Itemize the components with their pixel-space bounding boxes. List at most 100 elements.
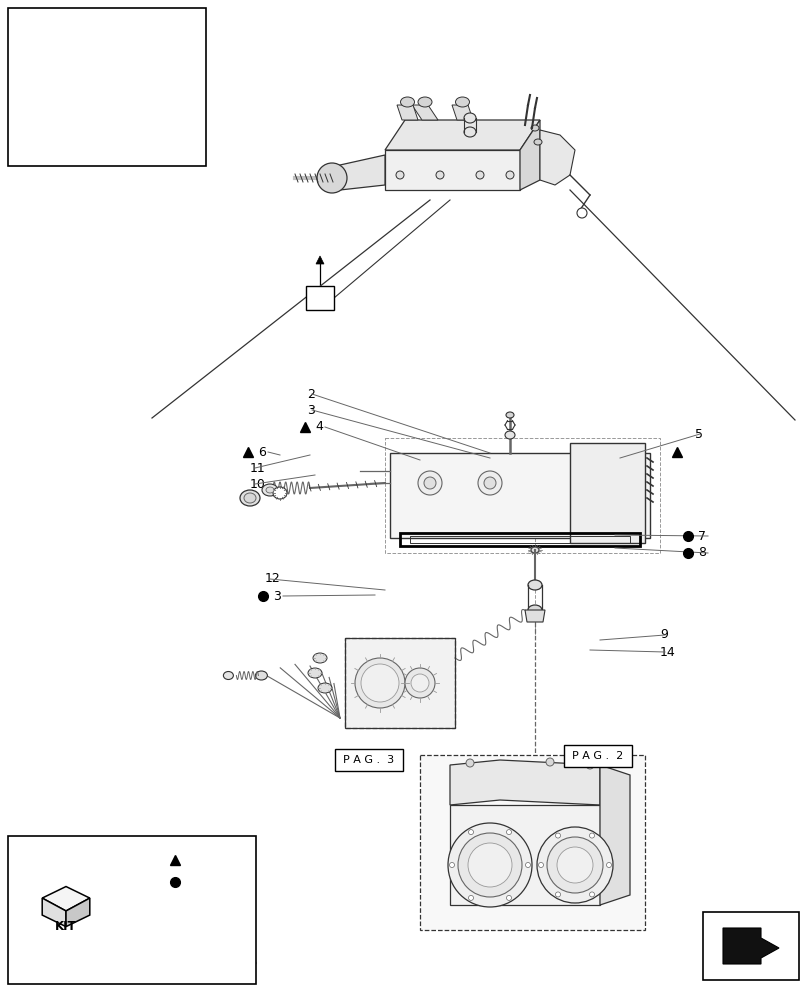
Circle shape: [545, 758, 553, 766]
Text: 4: 4: [315, 420, 323, 434]
Circle shape: [448, 823, 531, 907]
Text: 9: 9: [659, 629, 667, 642]
Ellipse shape: [318, 683, 332, 693]
Bar: [419, 755, 644, 930]
Text: 3: 3: [272, 589, 281, 602]
Polygon shape: [70, 25, 165, 135]
Ellipse shape: [400, 97, 414, 107]
Text: 2: 2: [307, 387, 315, 400]
Text: 5: 5: [694, 428, 702, 440]
Bar: [8, 836, 255, 984]
Ellipse shape: [534, 139, 541, 145]
Text: P A G .  3: P A G . 3: [343, 755, 394, 765]
Polygon shape: [315, 256, 324, 264]
Ellipse shape: [223, 672, 233, 680]
Circle shape: [467, 843, 512, 887]
Polygon shape: [389, 453, 649, 538]
Circle shape: [405, 668, 435, 698]
Polygon shape: [525, 610, 544, 622]
Ellipse shape: [530, 547, 539, 553]
Circle shape: [396, 171, 404, 179]
Text: =   6: = 6: [185, 854, 217, 866]
Circle shape: [457, 833, 521, 897]
Ellipse shape: [455, 97, 469, 107]
Circle shape: [506, 830, 511, 835]
Bar: [702, 912, 798, 980]
Polygon shape: [397, 105, 418, 120]
Ellipse shape: [255, 671, 267, 680]
Ellipse shape: [463, 113, 475, 123]
Ellipse shape: [312, 653, 327, 663]
Circle shape: [475, 171, 483, 179]
Ellipse shape: [240, 490, 260, 506]
Text: SEE ALSO: SEE ALSO: [169, 936, 242, 950]
Ellipse shape: [418, 97, 431, 107]
Ellipse shape: [527, 605, 541, 615]
Polygon shape: [384, 120, 539, 150]
Ellipse shape: [243, 493, 255, 503]
Polygon shape: [449, 760, 599, 805]
Circle shape: [423, 477, 436, 489]
Polygon shape: [519, 120, 539, 190]
Ellipse shape: [530, 125, 539, 131]
Circle shape: [538, 862, 543, 867]
Circle shape: [589, 892, 594, 897]
Polygon shape: [345, 638, 454, 728]
Bar: [335, 749, 402, 771]
Text: PAG.1-2-3-5: PAG.1-2-3-5: [169, 956, 258, 968]
Ellipse shape: [316, 163, 346, 193]
Circle shape: [354, 658, 405, 708]
Polygon shape: [411, 105, 437, 120]
Circle shape: [478, 471, 501, 495]
Circle shape: [468, 895, 473, 900]
Polygon shape: [42, 887, 90, 911]
Polygon shape: [329, 155, 384, 190]
Text: 8: 8: [697, 546, 705, 560]
Circle shape: [536, 827, 612, 903]
Polygon shape: [384, 150, 519, 190]
Text: P A G .  2: P A G . 2: [572, 751, 623, 761]
Circle shape: [606, 862, 611, 867]
Ellipse shape: [505, 412, 513, 418]
Circle shape: [556, 847, 592, 883]
Polygon shape: [539, 130, 574, 185]
Polygon shape: [599, 765, 629, 905]
Text: 6: 6: [258, 446, 265, 458]
Text: 3: 3: [307, 403, 315, 416]
Circle shape: [466, 759, 474, 767]
Ellipse shape: [307, 668, 322, 678]
Text: 7: 7: [697, 530, 705, 542]
Text: =  1 5: = 1 5: [185, 876, 225, 888]
Circle shape: [449, 862, 454, 867]
Text: 12: 12: [264, 572, 281, 585]
Ellipse shape: [504, 431, 514, 439]
Circle shape: [555, 833, 560, 838]
Circle shape: [418, 471, 441, 495]
Ellipse shape: [262, 484, 277, 496]
Text: KIT: KIT: [55, 920, 77, 932]
Ellipse shape: [272, 487, 286, 499]
Circle shape: [361, 664, 398, 702]
Circle shape: [586, 761, 594, 769]
Circle shape: [555, 892, 560, 897]
Ellipse shape: [266, 487, 273, 493]
Bar: [384, 438, 659, 553]
Ellipse shape: [527, 580, 541, 590]
Bar: [306, 286, 333, 310]
Bar: [569, 443, 644, 543]
Circle shape: [525, 862, 530, 867]
Polygon shape: [66, 898, 90, 927]
Bar: [564, 745, 631, 767]
Bar: [345, 638, 454, 728]
Text: 14: 14: [659, 646, 675, 658]
Polygon shape: [42, 898, 66, 927]
Circle shape: [436, 171, 444, 179]
Circle shape: [410, 674, 428, 692]
Circle shape: [505, 171, 513, 179]
Text: 10: 10: [250, 478, 265, 490]
Circle shape: [577, 208, 586, 218]
Circle shape: [589, 833, 594, 838]
Circle shape: [506, 895, 511, 900]
Circle shape: [547, 837, 603, 893]
Polygon shape: [452, 105, 473, 120]
